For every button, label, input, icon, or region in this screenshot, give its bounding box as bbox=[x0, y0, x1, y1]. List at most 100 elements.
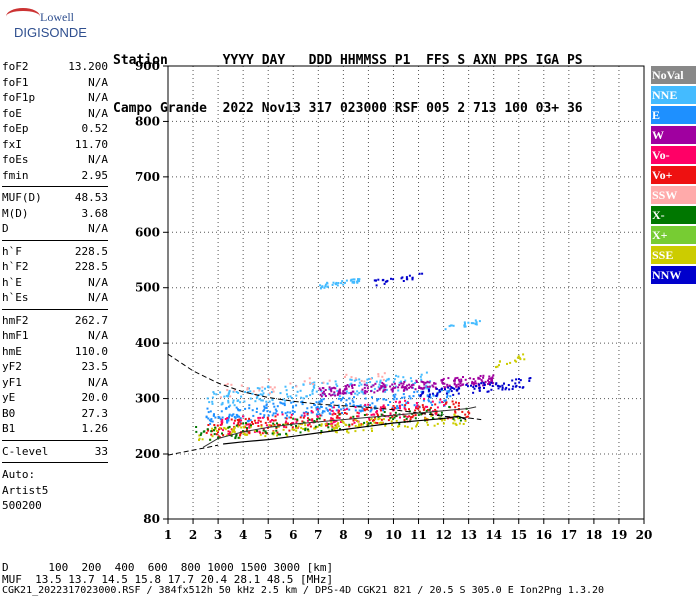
echo-point bbox=[330, 424, 333, 427]
echo-point bbox=[378, 387, 381, 390]
echo-point bbox=[237, 421, 240, 424]
echo-point bbox=[390, 420, 393, 423]
echo-point bbox=[210, 420, 213, 423]
echo-point bbox=[376, 389, 379, 392]
echo-point bbox=[354, 425, 357, 427]
echo-point bbox=[324, 395, 327, 397]
echo-point bbox=[219, 424, 222, 426]
echo-point bbox=[391, 428, 394, 431]
echo-point bbox=[374, 416, 376, 419]
echo-point bbox=[219, 391, 222, 394]
x-tick-label: 1 bbox=[164, 528, 172, 542]
echo-point bbox=[221, 432, 223, 435]
echo-point bbox=[479, 386, 481, 389]
echo-point bbox=[389, 416, 392, 419]
echo-point bbox=[281, 411, 284, 414]
echo-point bbox=[211, 402, 214, 405]
echo-point bbox=[426, 421, 429, 424]
echo-point bbox=[237, 425, 240, 428]
echo-point bbox=[246, 387, 249, 389]
echo-point bbox=[292, 400, 295, 403]
echo-point bbox=[475, 321, 478, 324]
echo-point bbox=[222, 434, 225, 437]
echo-point bbox=[319, 287, 322, 290]
echo-point bbox=[350, 393, 353, 396]
echo-point bbox=[304, 424, 307, 427]
echo-point bbox=[371, 430, 373, 432]
echo-point bbox=[219, 418, 222, 421]
echo-point bbox=[496, 365, 499, 368]
echo-point bbox=[457, 402, 460, 405]
echo-point bbox=[379, 379, 382, 382]
param-name: fmin bbox=[2, 168, 29, 182]
echo-point bbox=[349, 402, 352, 405]
echo-point bbox=[220, 422, 223, 425]
echo-point bbox=[335, 425, 338, 428]
echo-point bbox=[322, 398, 325, 401]
echo-point bbox=[428, 387, 431, 390]
echo-point bbox=[414, 409, 417, 412]
echo-point bbox=[377, 278, 380, 281]
echo-point bbox=[404, 385, 407, 388]
echo-point bbox=[330, 402, 333, 405]
echo-point bbox=[331, 410, 334, 412]
echo-point bbox=[309, 425, 312, 428]
x-tick-label: 2 bbox=[189, 528, 197, 542]
echo-point bbox=[392, 380, 395, 383]
echo-point bbox=[459, 382, 462, 385]
echo-point bbox=[312, 383, 315, 386]
echo-point bbox=[247, 420, 250, 423]
echo-point bbox=[393, 378, 396, 381]
echo-point bbox=[335, 409, 338, 412]
echo-point bbox=[246, 429, 248, 431]
echo-point bbox=[357, 425, 360, 428]
echo-point bbox=[373, 391, 376, 394]
echo-point bbox=[227, 433, 230, 435]
echo-point bbox=[478, 384, 481, 387]
echo-point bbox=[327, 423, 330, 425]
echo-point bbox=[416, 423, 418, 426]
echo-point bbox=[487, 379, 489, 382]
echo-point bbox=[455, 384, 458, 387]
echo-point bbox=[461, 383, 464, 386]
echo-point bbox=[337, 422, 340, 425]
echo-point bbox=[406, 388, 409, 391]
echo-point bbox=[323, 410, 326, 413]
echo-point bbox=[227, 394, 230, 397]
echo-point bbox=[271, 398, 274, 401]
echo-point bbox=[230, 434, 233, 437]
echo-point bbox=[351, 384, 354, 387]
echo-point bbox=[260, 424, 263, 427]
echo-point bbox=[398, 425, 401, 428]
echo-point bbox=[456, 376, 459, 379]
echo-point bbox=[347, 385, 350, 388]
echo-point bbox=[452, 324, 455, 327]
echo-point bbox=[313, 386, 316, 389]
echo-point bbox=[424, 386, 427, 389]
echo-point bbox=[267, 385, 270, 388]
echo-point bbox=[341, 280, 344, 283]
echo-point bbox=[472, 386, 475, 388]
echo-point bbox=[399, 407, 401, 410]
echo-point bbox=[330, 423, 333, 426]
echo-point bbox=[273, 423, 276, 426]
echo-point bbox=[394, 411, 397, 414]
echo-point bbox=[276, 405, 279, 408]
echo-point bbox=[410, 380, 413, 383]
echo-point bbox=[316, 420, 318, 423]
echo-point bbox=[345, 279, 348, 282]
echo-point bbox=[387, 404, 390, 406]
echo-point bbox=[236, 419, 239, 421]
echo-point bbox=[275, 426, 278, 428]
echo-point bbox=[319, 432, 322, 435]
echo-point bbox=[409, 418, 412, 421]
echo-point bbox=[318, 413, 321, 416]
echo-point bbox=[240, 419, 243, 422]
echo-point bbox=[371, 396, 373, 399]
echo-point bbox=[444, 402, 447, 405]
echo-point bbox=[313, 427, 316, 430]
echo-point bbox=[271, 388, 274, 391]
param-name: h`F2 bbox=[2, 260, 29, 273]
x-tick-label: 18 bbox=[586, 528, 603, 542]
echo-point bbox=[206, 428, 209, 431]
